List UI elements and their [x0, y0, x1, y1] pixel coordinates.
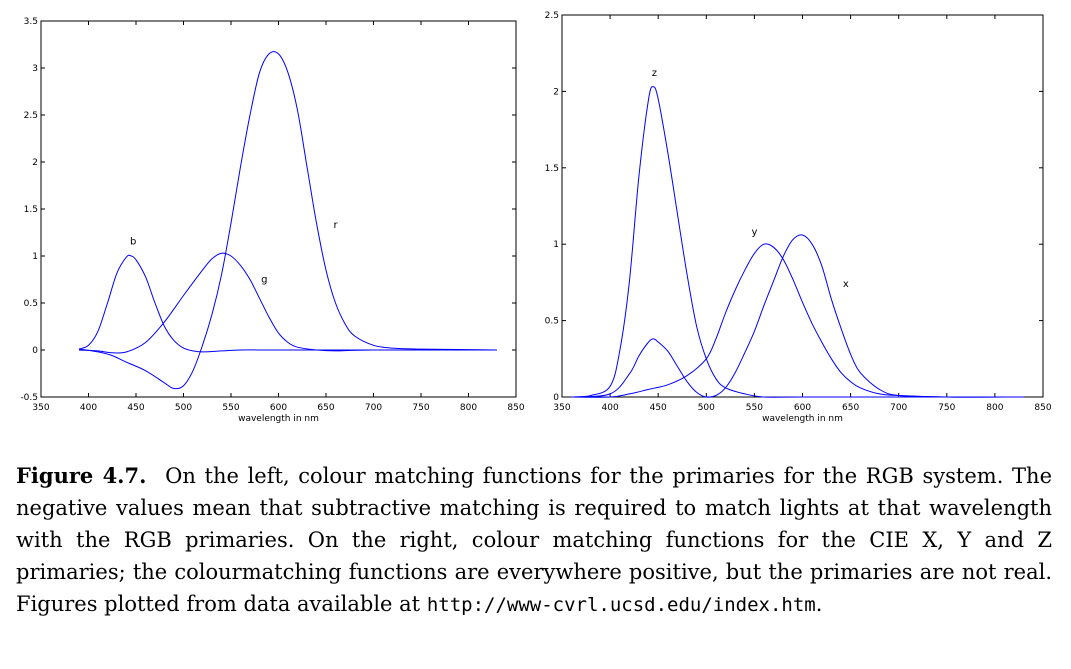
plot-frame [40, 20, 517, 398]
y-tick-label: -0.5 [20, 393, 38, 403]
y-tick-label: 0 [32, 346, 38, 356]
series-r-line [78, 51, 498, 390]
y-tick-label: 2 [553, 87, 559, 97]
x-tick-label: 450 [650, 403, 667, 413]
x-tick-label: 350 [32, 403, 49, 413]
caption-lead: Figure 4.7. [16, 463, 147, 488]
x-tick-label: 600 [270, 403, 287, 413]
y-tick-label: 2.5 [24, 111, 38, 121]
x-tick-label: 500 [698, 403, 715, 413]
series-y-line [571, 243, 1024, 398]
x-tick-label: 450 [127, 403, 144, 413]
x-tick-label: 600 [794, 403, 811, 413]
x-axis-label: wavelength in nm [238, 414, 319, 424]
rgb-chart: 350 400 450 500 550 600 650 700 750 800 850 -0.5 0 0.… [20, 17, 524, 424]
plot-frame [561, 14, 1044, 398]
series-z-label: z [652, 68, 657, 79]
x-tick-label: 400 [80, 403, 97, 413]
figure-caption: Figure 4.7. On the left, colour matching… [16, 460, 1052, 621]
series-z-line [571, 86, 1024, 398]
y-tick-label: 0.5 [24, 299, 38, 309]
y-tick-label: 0.5 [545, 317, 559, 327]
y-tick-label: 1.5 [24, 205, 38, 215]
y-tick-label: 2 [32, 158, 38, 168]
x-tick-label: 350 [553, 403, 570, 413]
y-tick-label: 1.5 [545, 164, 559, 174]
x-tick-label: 850 [507, 403, 524, 413]
x-axis-label: wavelength in nm [762, 414, 843, 424]
series-g-label: g [261, 274, 267, 285]
xyz-chart: 350 400 450 500 550 600 650 700 750 800 850 0 0.5 1 1.… [545, 11, 1052, 424]
caption-end: . [815, 592, 823, 616]
series-x-label: x [843, 279, 849, 290]
x-tick-label: 550 [746, 403, 763, 413]
x-tick-label: 500 [175, 403, 192, 413]
x-tick-label: 750 [938, 403, 955, 413]
x-tick-label: 650 [317, 403, 334, 413]
x-tick-label: 400 [602, 403, 619, 413]
y-tick-label: 1 [553, 240, 559, 250]
x-tick-label: 700 [890, 403, 907, 413]
y-tick-label: 1 [32, 252, 38, 262]
y-tick-label: 0 [553, 393, 559, 403]
series-b-label: b [130, 237, 136, 248]
y-tick-label: 3 [32, 64, 38, 74]
y-tick-label: 3.5 [24, 17, 38, 27]
x-tick-label: 550 [222, 403, 239, 413]
caption-text: On the left, colour matching functions f… [16, 464, 1052, 616]
caption-url: http://www-cvrl.ucsd.edu/index.htm [426, 594, 816, 616]
x-tick-label: 750 [412, 403, 429, 413]
x-tick-label: 700 [365, 403, 382, 413]
x-tick-label: 800 [986, 403, 1003, 413]
x-tick-label: 650 [842, 403, 859, 413]
series-y-label: y [751, 227, 757, 238]
y-tick-label: 2.5 [545, 11, 559, 21]
series-x-line [571, 234, 1024, 398]
series-b-line [78, 254, 497, 353]
x-tick-label: 850 [1034, 403, 1051, 413]
series-r-label: r [333, 220, 338, 231]
x-tick-label: 800 [460, 403, 477, 413]
